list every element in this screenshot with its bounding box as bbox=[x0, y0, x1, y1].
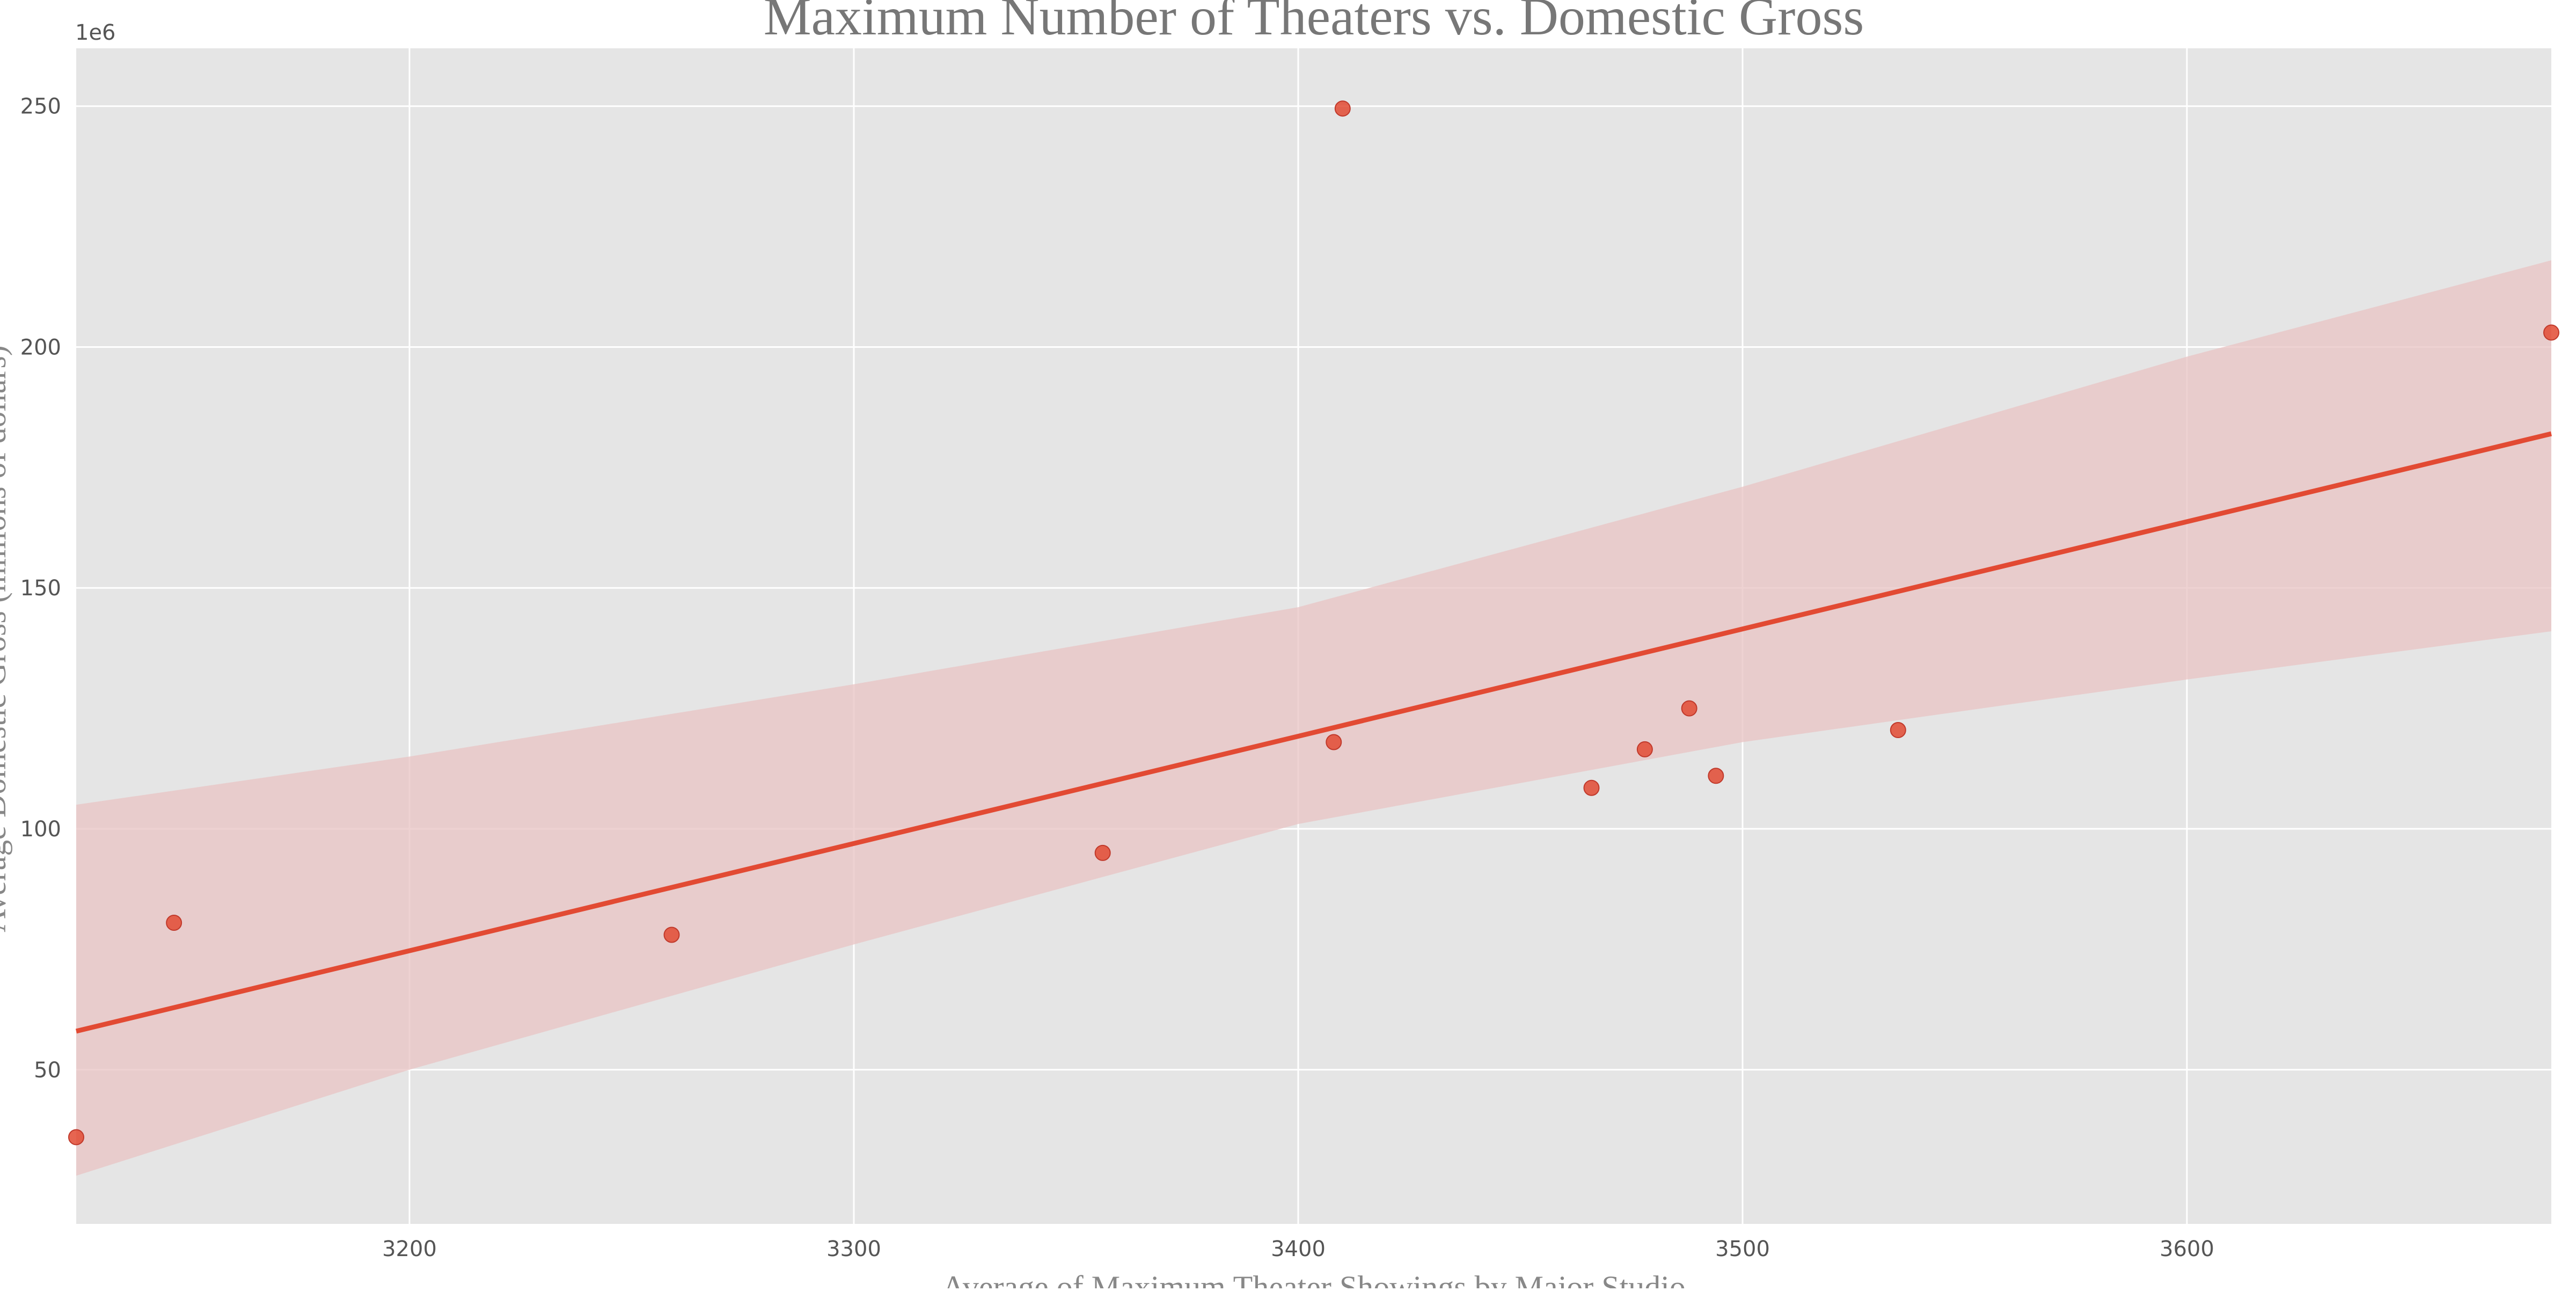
x-tick-label: 3500 bbox=[1715, 1237, 1770, 1261]
x-tick-label: 3600 bbox=[2160, 1237, 2214, 1261]
confidence-band bbox=[76, 260, 2551, 1176]
data-point bbox=[1583, 779, 1600, 796]
data-point bbox=[1890, 722, 1906, 739]
x-tick-labels: 3200 3300 3400 3500 3600 bbox=[382, 1237, 2214, 1261]
x-tick-label: 3300 bbox=[826, 1237, 881, 1261]
data-point bbox=[1708, 768, 1724, 784]
data-point bbox=[1326, 734, 1342, 750]
data-point bbox=[1334, 100, 1351, 117]
y-tick-label: 100 bbox=[20, 817, 61, 842]
y-tick-label: 200 bbox=[20, 335, 61, 360]
data-point bbox=[166, 915, 182, 931]
x-tick-label: 3200 bbox=[382, 1237, 437, 1261]
data-point bbox=[68, 1129, 84, 1146]
data-point bbox=[1094, 844, 1111, 861]
regression-line bbox=[75, 431, 2552, 1034]
points-layer bbox=[68, 100, 2559, 1146]
x-axis-label: Average of Maximum Theater Showings by M… bbox=[942, 1270, 1686, 1288]
data-point bbox=[663, 927, 680, 943]
y-tick-label: 250 bbox=[20, 94, 61, 119]
data-point bbox=[1681, 700, 1697, 717]
x-tick-label: 3400 bbox=[1271, 1237, 1326, 1261]
data-point bbox=[1636, 741, 1653, 757]
y-tick-label: 50 bbox=[34, 1058, 61, 1083]
y-tick-label: 150 bbox=[20, 576, 61, 601]
data-point bbox=[2543, 324, 2559, 341]
y-axis-label: Average Domestic Gross (millions of doll… bbox=[0, 345, 12, 932]
y-tick-labels: 50 150 100 200 250 bbox=[20, 94, 61, 1083]
chart-title: Maximum Number of Theaters vs. Domestic … bbox=[764, 0, 1864, 46]
y-axis-offset-label: 1e6 bbox=[75, 20, 116, 45]
